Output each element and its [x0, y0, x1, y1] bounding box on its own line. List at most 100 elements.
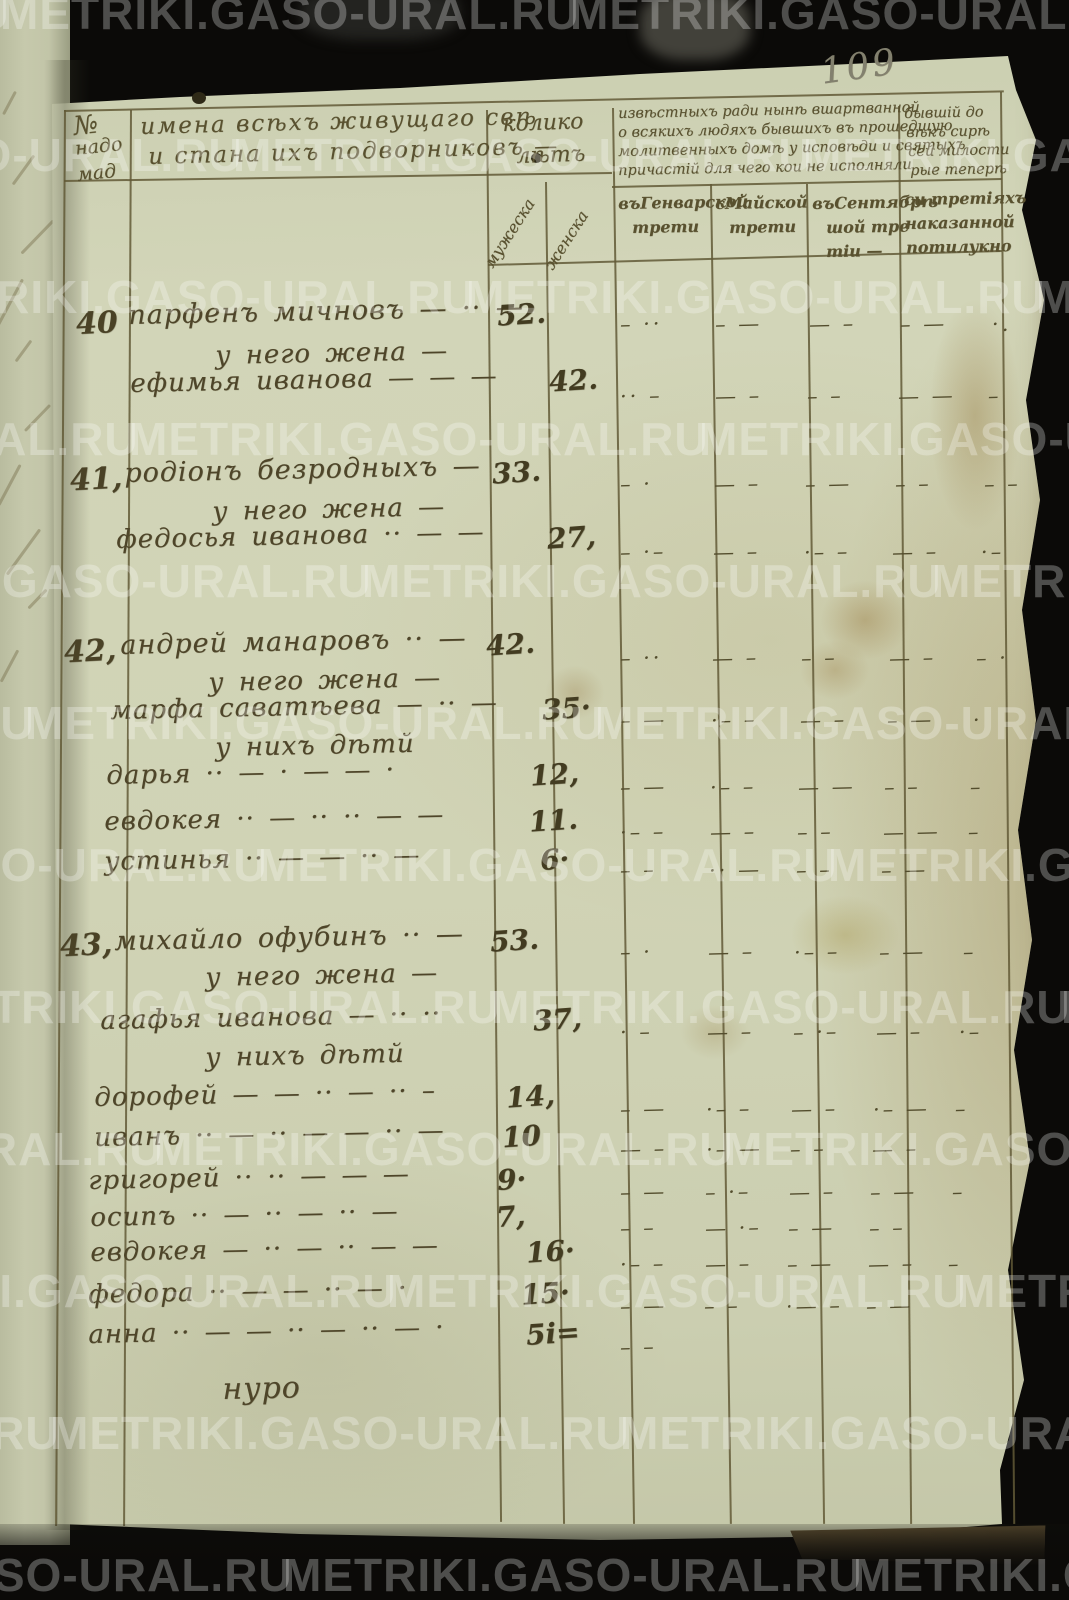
tally-dashes: ·– –: [794, 939, 842, 965]
tally-dashes: – –: [883, 774, 922, 800]
tally-dashes: – —: [866, 1293, 914, 1319]
tally-dashes: – –: [800, 645, 839, 671]
age-value: 53.: [488, 922, 540, 959]
tally-dashes: – ··: [619, 645, 663, 671]
tally-dashes: ·– –: [709, 774, 757, 800]
tally-dashes: — –: [713, 471, 762, 497]
ink-blot: [531, 153, 542, 163]
tally-dashes: ·– –: [619, 819, 667, 845]
age-value: 52.: [495, 296, 547, 333]
age-value: 6·: [538, 842, 571, 877]
tally-dashes: –: [955, 1096, 970, 1122]
header-penalty-label: наказанной: [905, 212, 1015, 233]
household-number: 40: [75, 304, 119, 343]
tally-dashes: — –: [712, 539, 761, 565]
tally-dashes: ·–: [980, 539, 1005, 565]
tally-dashes: – –: [796, 819, 835, 845]
tally-dashes: – —: [899, 311, 948, 337]
tally-dashes: – —: [786, 1251, 835, 1277]
tally-dashes: –: [987, 383, 1003, 409]
tally-dashes: – —: [619, 1179, 668, 1205]
tally-dashes: — —: [797, 774, 857, 800]
tally-dashes: – —: [878, 939, 927, 965]
tally-dashes: ·– –: [706, 1096, 754, 1122]
tally-dashes: – —: [619, 1293, 668, 1319]
age-value: 15·: [519, 1275, 571, 1312]
header-penalty-label: потилукно: [906, 236, 1012, 257]
tally-dashes: – —: [804, 471, 853, 497]
tally-dashes: – —: [619, 774, 668, 800]
tally-dashes: – –: [983, 471, 1022, 497]
tally-dashes: ·: [973, 707, 984, 733]
tally-dashes: ·– —: [705, 1136, 764, 1162]
entry-line: дарья ·· — · — — ·: [106, 754, 396, 791]
tally-dashes: ·– —: [872, 1096, 931, 1122]
bottom-shadow: [0, 1524, 1069, 1600]
header-third-label: шой тре: [826, 216, 910, 237]
tally-dashes: – –: [703, 1293, 742, 1319]
tally-dashes: — –: [875, 1019, 924, 1045]
watermark-text: METRIKI.GASO-URAL.RU: [0, 0, 580, 39]
tally-dashes: ·– –: [710, 707, 758, 733]
page-pile-shadow: [300, 0, 460, 40]
age-value: 37,: [531, 1001, 583, 1038]
tally-dashes: — –: [706, 1019, 755, 1045]
header-former-column-line: рые теперѣ: [910, 160, 1007, 179]
tally-dashes: – ··: [619, 311, 663, 337]
tally-dashes: ·— –: [785, 1293, 844, 1319]
tally-dashes: — –: [790, 1096, 839, 1122]
tally-dashes: — –: [788, 1179, 837, 1205]
tally-dashes: — –: [799, 707, 848, 733]
tally-dashes: – ·–: [705, 1179, 753, 1205]
watermark-text: METRIKI.GASO-URAL.RU: [1061, 980, 1069, 1034]
header-no-column-line: мад: [76, 159, 118, 186]
age-value: 14,: [504, 1078, 556, 1115]
tally-dashes: — –: [714, 383, 763, 409]
tally-dashes: – –: [868, 1215, 907, 1241]
age-value: 42.: [484, 626, 536, 663]
age-value: 16·: [524, 1233, 576, 1270]
tally-dashes: — –: [888, 645, 937, 671]
age-value: 7,: [494, 1199, 527, 1234]
age-value: 10: [500, 1118, 543, 1155]
tally-dashes: – ·: [619, 471, 654, 497]
tally-dashes: — ·–: [704, 1215, 763, 1241]
tally-dashes: – —: [619, 707, 668, 733]
ink-blot: [192, 92, 206, 104]
tally-dashes: — –: [871, 1136, 920, 1162]
tally-dashes: — –: [808, 311, 857, 337]
age-value: 11.: [527, 802, 579, 839]
tally-dashes: –: [951, 1179, 966, 1205]
header-former-column-line: бывшiй до: [904, 104, 984, 122]
tally-dashes: — —: [882, 819, 941, 845]
tally-dashes: ·· —: [708, 857, 763, 883]
header-third-label: сМайской: [715, 192, 808, 213]
tally-dashes: – –: [894, 471, 932, 497]
tally-dashes: – —: [787, 1215, 836, 1241]
tally-dashes: – –: [619, 1215, 657, 1241]
household-number: 43,: [59, 926, 114, 965]
tally-dashes: — –: [707, 939, 756, 965]
gutter-shadow: [44, 60, 90, 1530]
age-value: 27,: [545, 519, 597, 556]
entry-line: у нихъ дѣтй: [205, 1038, 405, 1073]
tally-dashes: – –: [806, 383, 845, 409]
tally-dashes: — –: [892, 539, 940, 565]
tally-dashes: – –: [619, 857, 657, 883]
header-age-column-line: колико: [502, 109, 584, 137]
tally-dashes: –: [969, 774, 985, 800]
tally-dashes: — –: [867, 1251, 916, 1277]
tally-dashes: ·· –: [619, 383, 663, 409]
tally-dashes: – –: [619, 1334, 657, 1360]
header-third-label: тiи —: [826, 241, 883, 261]
tally-dashes: — —: [897, 383, 956, 409]
tally-dashes: – —: [619, 1096, 668, 1122]
tally-dashes: – –: [795, 857, 834, 883]
tally-dashes: — –: [709, 819, 758, 845]
tally-dashes: – —: [715, 311, 763, 337]
tally-dashes: –: [948, 1251, 963, 1277]
tally-dashes: · –: [619, 1019, 654, 1045]
tally-dashes: — –: [711, 645, 760, 671]
age-value: 33.: [490, 454, 542, 491]
